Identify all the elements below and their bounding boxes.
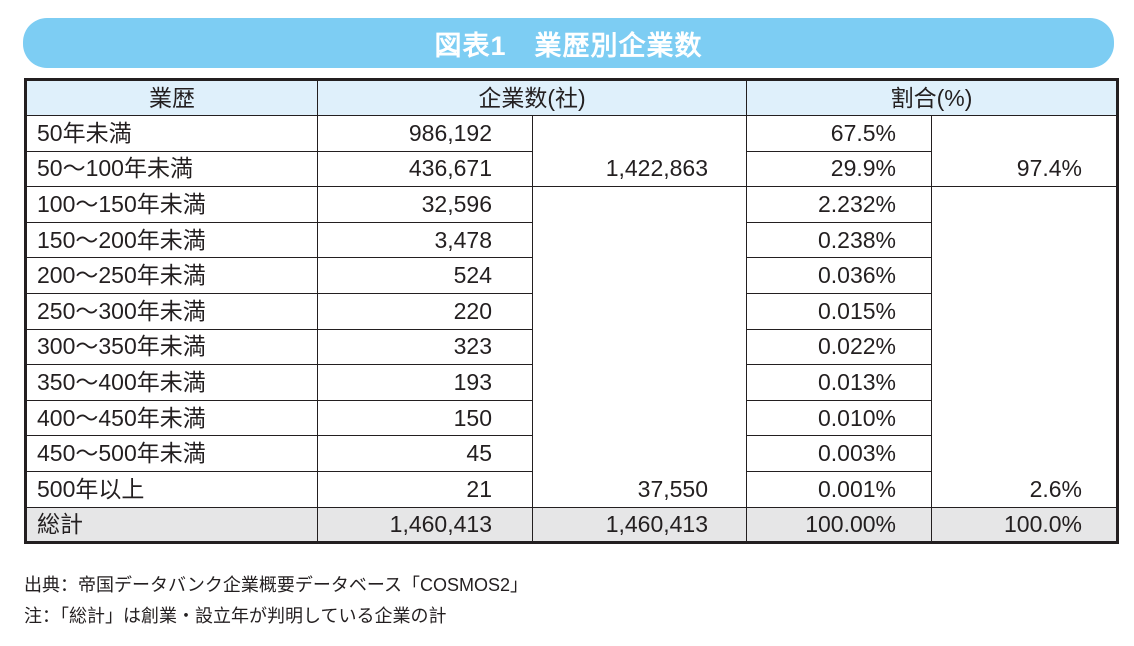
total-row: 総計 1,460,413 1,460,413 100.00% 100.0% bbox=[25, 506, 1119, 544]
table-row: 350〜400年未満 193 0.013% bbox=[25, 364, 1118, 401]
total-count-subtotal: 1,460,413 bbox=[531, 506, 748, 544]
row-count: 436,671 bbox=[317, 150, 533, 188]
row-ratio: 0.001% bbox=[746, 470, 933, 508]
row-count: 524 bbox=[317, 257, 533, 294]
row-count: 323 bbox=[317, 328, 533, 366]
row-label: 500年以上 bbox=[25, 470, 318, 508]
header-row: 業歴 企業数(社) 割合(%) bbox=[25, 79, 1119, 116]
row-ratio: 0.022% bbox=[746, 328, 933, 366]
row-count: 986,192 bbox=[317, 115, 533, 152]
figure-label: 図表1 bbox=[434, 30, 507, 61]
row-label: 200〜250年未満 bbox=[25, 257, 318, 294]
row-label: 100〜150年未満 bbox=[25, 186, 318, 223]
row-label: 250〜300年未満 bbox=[25, 292, 318, 330]
row-label: 450〜500年未満 bbox=[25, 435, 318, 472]
row-ratio: 0.238% bbox=[746, 221, 933, 259]
row-label: 50年未満 bbox=[25, 115, 318, 152]
table-row: 400〜450年未満 150 0.010% bbox=[25, 399, 1118, 437]
row-count: 32,596 bbox=[317, 186, 533, 223]
figure-title: 図表1 業歴別企業数 bbox=[23, 18, 1114, 68]
row-count: 150 bbox=[317, 399, 533, 437]
header-count: 企業数(社) bbox=[316, 79, 748, 116]
row-label: 350〜400年未満 bbox=[25, 364, 318, 401]
row-label: 300〜350年未満 bbox=[25, 328, 318, 366]
table-row: 300〜350年未満 323 0.022% bbox=[25, 328, 1118, 366]
row-count: 21 bbox=[317, 470, 533, 508]
figure-title-text: 業歴別企業数 bbox=[534, 30, 703, 61]
row-ratio: 2.232% bbox=[746, 186, 933, 223]
row-ratio: 29.9% bbox=[746, 150, 933, 188]
row-count: 193 bbox=[317, 364, 533, 401]
table-row: 200〜250年未満 524 0.036% bbox=[25, 257, 1118, 294]
total-ratio-subtotal: 100.0% bbox=[931, 506, 1119, 544]
total-count: 1,460,413 bbox=[317, 506, 533, 544]
row-count: 220 bbox=[317, 292, 533, 330]
total-note: 注：「総計」は創業・設立年が判明している企業の計 bbox=[24, 606, 447, 626]
table-row: 100〜150年未満 32,596 37,550 2.232% 2.6% bbox=[25, 186, 1119, 508]
total-ratio: 100.00% bbox=[746, 506, 933, 544]
table-row: 250〜300年未満 220 0.015% bbox=[25, 292, 1118, 330]
group-ratio-subtotal-under-100: 97.4% bbox=[931, 114, 1119, 188]
row-ratio: 0.010% bbox=[746, 399, 933, 437]
table-row: 500年以上 21 0.001% bbox=[25, 470, 1118, 508]
row-ratio: 67.5% bbox=[746, 115, 933, 152]
group-count-subtotal-over-100: 37,550 bbox=[531, 186, 748, 508]
row-ratio: 0.003% bbox=[746, 435, 933, 472]
group-count-subtotal-under-100: 1,422,863 bbox=[531, 114, 748, 188]
group-ratio-subtotal-over-100: 2.6% bbox=[931, 186, 1119, 508]
business-age-table: 業歴 企業数(社) 割合(%) 50年未満 986,192 1,422,863 … bbox=[24, 78, 1120, 545]
footnotes: 出典：帝国データバンク企業概要データベース「COSMOS2」 注：「総計」は創業… bbox=[24, 570, 528, 632]
table-row: 50年未満 986,192 1,422,863 67.5% 97.4% bbox=[25, 114, 1119, 188]
table-row: 150〜200年未満 3,478 0.238% bbox=[25, 221, 1118, 259]
table-row: 450〜500年未満 45 0.003% bbox=[25, 435, 1118, 472]
row-ratio: 0.015% bbox=[746, 292, 933, 330]
source-note: 出典：帝国データバンク企業概要データベース「COSMOS2」 bbox=[24, 575, 529, 595]
row-ratio: 0.013% bbox=[746, 364, 933, 401]
row-count: 3,478 bbox=[317, 221, 533, 259]
row-label: 150〜200年未満 bbox=[25, 221, 318, 259]
row-count: 45 bbox=[317, 435, 533, 472]
total-label: 総計 bbox=[25, 506, 318, 544]
table-row: 50〜100年未満 436,671 29.9% bbox=[25, 150, 1118, 188]
row-label: 400〜450年未満 bbox=[25, 399, 318, 437]
row-label: 50〜100年未満 bbox=[25, 150, 318, 188]
row-ratio: 0.036% bbox=[746, 257, 933, 294]
header-ratio: 割合(%) bbox=[746, 79, 1119, 116]
header-age: 業歴 bbox=[25, 79, 318, 116]
